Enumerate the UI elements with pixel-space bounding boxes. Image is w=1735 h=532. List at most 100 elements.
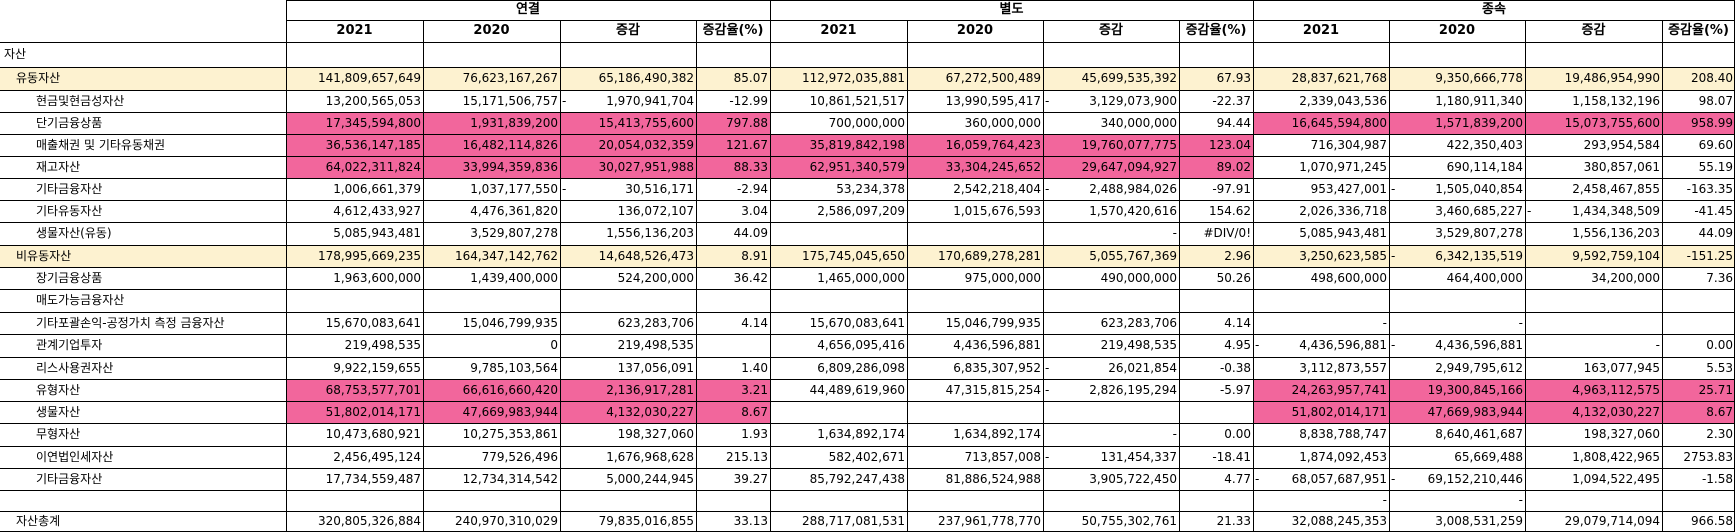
table-cell[interactable]: 3,529,807,278	[1435, 226, 1523, 240]
table-cell[interactable]: 15,073,755,600	[1525, 112, 1662, 134]
table-cell[interactable]: 3,529,807,278	[470, 226, 558, 240]
table-cell[interactable]: 81,886,524,988	[945, 472, 1041, 486]
table-cell[interactable]: 4.95	[1224, 338, 1251, 352]
table-cell[interactable]: 45,699,535,392	[1081, 71, 1177, 85]
table-cell[interactable]: 4,612,433,927	[333, 204, 421, 218]
row-label[interactable]: 유동자산	[16, 71, 61, 85]
table-cell[interactable]: 15,046,799,935	[462, 316, 558, 330]
table-cell[interactable]	[286, 289, 423, 312]
table-cell[interactable]: 2,136,917,281	[560, 379, 696, 401]
table-cell[interactable]: 779,526,496	[481, 450, 558, 464]
table-cell[interactable]: 1,180,911,340	[1435, 94, 1523, 108]
table-cell[interactable]: - 69,152,210,446	[1389, 468, 1525, 490]
table-cell[interactable]: 15,670,083,641	[809, 316, 905, 330]
table-cell[interactable]: 498,600,000	[1310, 271, 1387, 285]
table-cell[interactable]	[1179, 289, 1253, 312]
table-cell[interactable]: - 1,970,941,704	[560, 90, 696, 112]
row-label[interactable]: 이연법인세자산	[36, 450, 114, 464]
row-label[interactable]: 자산	[4, 47, 27, 61]
table-cell[interactable]	[1525, 312, 1662, 334]
table-cell[interactable]: 16,059,764,423	[907, 134, 1043, 156]
table-cell[interactable]: 293,954,584	[1583, 138, 1660, 152]
table-cell[interactable]	[1389, 289, 1525, 312]
table-cell[interactable]: 1.93	[741, 427, 768, 441]
table-cell[interactable]: 67,272,500,489	[945, 71, 1041, 85]
table-cell[interactable]: 25.71	[1662, 379, 1735, 401]
table-cell[interactable]: 6,809,286,098	[817, 361, 905, 375]
table-cell[interactable]	[423, 42, 560, 67]
table-cell[interactable]: - 131,454,337	[1043, 446, 1179, 468]
table-cell[interactable]: 1,158,132,196	[1572, 94, 1660, 108]
table-cell[interactable]: 1,439,400,000	[470, 271, 558, 285]
table-cell[interactable]: 36,536,147,185	[286, 134, 423, 156]
table-cell[interactable]	[423, 289, 560, 312]
table-cell[interactable]: 65,186,490,382	[598, 71, 694, 85]
table-cell[interactable]: 1,634,892,174	[953, 427, 1041, 441]
table-cell[interactable]: 1,465,000,000	[817, 271, 905, 285]
table-cell[interactable]: 2,949,795,612	[1435, 361, 1523, 375]
table-cell[interactable]: 2,542,218,404	[953, 182, 1041, 196]
table-cell[interactable]: 713,857,008	[964, 450, 1041, 464]
table-cell[interactable]: 4,436,596,881	[953, 338, 1041, 352]
table-cell[interactable]: 4.77	[1224, 472, 1251, 486]
table-cell[interactable]	[1525, 42, 1662, 67]
table-cell[interactable]: 490,000,000	[1100, 271, 1177, 285]
table-cell[interactable]: 4.14	[741, 316, 768, 330]
table-cell[interactable]: 15,171,506,757	[462, 94, 558, 108]
table-cell[interactable]: 1,094,522,495	[1572, 472, 1660, 486]
table-cell[interactable]: 2.30	[1706, 427, 1733, 441]
table-cell[interactable]: 380,857,061	[1583, 160, 1660, 174]
table-cell[interactable]: 2753.83	[1683, 450, 1733, 464]
table-cell[interactable]: 178,995,669,235	[317, 249, 421, 263]
table-cell[interactable]: 2,026,336,718	[1299, 204, 1387, 218]
table-cell[interactable]: 17,345,594,800	[286, 112, 423, 134]
table-cell[interactable]	[423, 490, 560, 511]
table-cell[interactable]: 10,473,680,921	[325, 427, 421, 441]
table-cell[interactable]: 524,200,000	[617, 271, 694, 285]
table-cell[interactable]: 4,656,095,416	[817, 338, 905, 352]
table-cell[interactable]: -	[1172, 226, 1177, 240]
row-label[interactable]: 재고자산	[36, 160, 81, 174]
table-cell[interactable]: 1,556,136,203	[1572, 226, 1660, 240]
table-cell[interactable]: 1,874,092,453	[1299, 450, 1387, 464]
table-cell[interactable]: 9,922,159,655	[333, 361, 421, 375]
table-cell[interactable]	[770, 42, 907, 67]
table-cell[interactable]	[770, 289, 907, 312]
table-cell[interactable]: 690,114,184	[1446, 160, 1523, 174]
table-cell[interactable]: 36.42	[733, 271, 768, 285]
table-cell[interactable]: 1,676,968,628	[606, 450, 694, 464]
table-cell[interactable]: 8.67	[696, 401, 770, 423]
table-cell[interactable]: 50,755,302,761	[1081, 514, 1177, 528]
table-cell[interactable]: 8,640,461,687	[1435, 427, 1523, 441]
table-cell[interactable]: 464,400,000	[1446, 271, 1523, 285]
table-cell[interactable]: 67.93	[1216, 71, 1251, 85]
table-cell[interactable]: 44.09	[1698, 226, 1733, 240]
row-label[interactable]: 생물자산	[36, 405, 81, 419]
table-cell[interactable]: 19,760,077,775	[1043, 134, 1179, 156]
table-cell[interactable]: 35,819,842,198	[770, 134, 907, 156]
table-cell[interactable]	[770, 222, 907, 245]
table-cell[interactable]	[907, 42, 1043, 67]
row-label[interactable]: 매출채권 및 기타유동채권	[36, 138, 166, 152]
table-cell[interactable]: 85,792,247,438	[809, 472, 905, 486]
table-cell[interactable]: - 1,505,040,854	[1389, 178, 1525, 200]
table-cell[interactable]: 98.07	[1698, 94, 1733, 108]
table-cell[interactable]	[1662, 312, 1735, 334]
table-cell[interactable]: 141,809,657,649	[317, 71, 421, 85]
table-cell[interactable]: 15,413,755,600	[560, 112, 696, 134]
table-cell[interactable]	[907, 490, 1043, 511]
table-cell[interactable]	[1043, 289, 1179, 312]
table-cell[interactable]: - 2,488,984,026	[1043, 178, 1179, 200]
table-cell[interactable]: 6,835,307,952	[953, 361, 1041, 375]
row-label[interactable]: 기타유동자산	[36, 204, 103, 218]
table-cell[interactable]: 123.04	[1179, 134, 1253, 156]
table-cell[interactable]: 34,200,000	[1591, 271, 1660, 285]
table-cell[interactable]: - 4,436,596,881	[1389, 334, 1525, 357]
table-cell[interactable]: 68,753,577,701	[286, 379, 423, 401]
table-cell[interactable]	[560, 42, 696, 67]
table-cell[interactable]: 47,315,815,254	[945, 383, 1041, 397]
table-cell[interactable]: 3.04	[741, 204, 768, 218]
table-cell[interactable]	[1179, 490, 1253, 511]
table-cell[interactable]: 121.67	[696, 134, 770, 156]
table-cell[interactable]	[696, 289, 770, 312]
